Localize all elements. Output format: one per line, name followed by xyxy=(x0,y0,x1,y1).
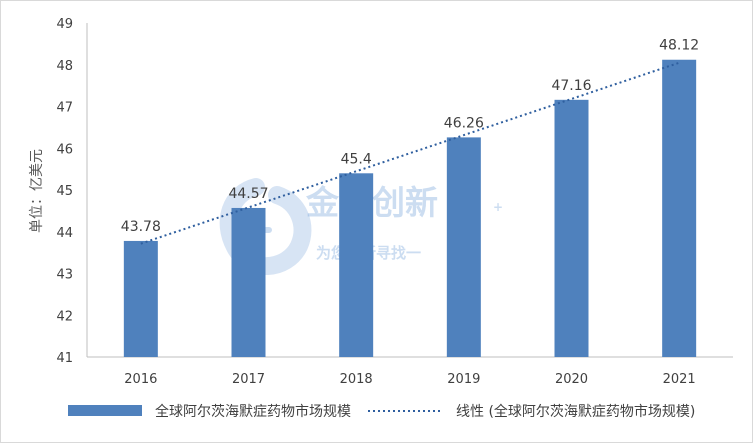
x-axis: 2016 2017 2018 2019 2020 2021 xyxy=(87,356,733,387)
y-axis-title: 单位：亿美元 xyxy=(29,149,45,233)
data-labels: 43.78 44.57 45.4 46.26 47.16 48.12 xyxy=(121,38,699,235)
x-tick-label: 2018 xyxy=(340,372,373,387)
y-tick-labels: 41 42 43 44 45 46 47 48 49 xyxy=(56,17,73,366)
y-tick-label: 47 xyxy=(56,101,73,116)
y-tick-label: 44 xyxy=(56,226,73,241)
bar xyxy=(231,207,266,357)
data-label: 43.78 xyxy=(121,219,161,235)
data-label: 47.16 xyxy=(551,78,591,94)
data-label: 48.12 xyxy=(659,38,699,54)
legend-bar-label: 全球阿尔茨海默症药物市场规模 xyxy=(155,403,351,420)
data-label: 45.4 xyxy=(341,151,372,167)
y-tick-label: 48 xyxy=(56,59,73,74)
y-tick-label: 49 xyxy=(56,17,73,32)
x-tick-label: 2016 xyxy=(124,372,157,387)
bars xyxy=(123,59,697,358)
x-tick-label: 2019 xyxy=(447,372,480,387)
x-tick-labels: 2016 2017 2018 2019 2020 2021 xyxy=(124,372,695,387)
y-tick-label: 43 xyxy=(56,268,73,283)
legend-bar-swatch xyxy=(68,405,142,416)
data-label: 44.57 xyxy=(228,186,268,202)
legend: 全球阿尔茨海默症药物市场规模 线性 (全球阿尔茨海默症药物市场规模) xyxy=(68,403,695,420)
y-tick-label: 42 xyxy=(56,309,73,324)
legend-trendline-label: 线性 (全球阿尔茨海默症药物市场规模) xyxy=(456,403,695,420)
bar xyxy=(123,240,158,357)
bar xyxy=(662,59,697,358)
y-axis: 41 42 43 44 45 46 47 48 49 xyxy=(56,17,88,366)
watermark-mark: + xyxy=(493,200,503,214)
x-tick-label: 2017 xyxy=(232,372,265,387)
bar xyxy=(446,137,481,357)
y-tick-label: 41 xyxy=(56,351,73,366)
y-tick-label: 45 xyxy=(56,184,73,199)
x-tick-label: 2020 xyxy=(555,372,588,387)
y-tick-label: 46 xyxy=(56,142,73,157)
x-tick-label: 2021 xyxy=(663,372,696,387)
bar xyxy=(339,173,374,357)
data-label: 46.26 xyxy=(444,115,484,131)
bar xyxy=(554,99,589,357)
